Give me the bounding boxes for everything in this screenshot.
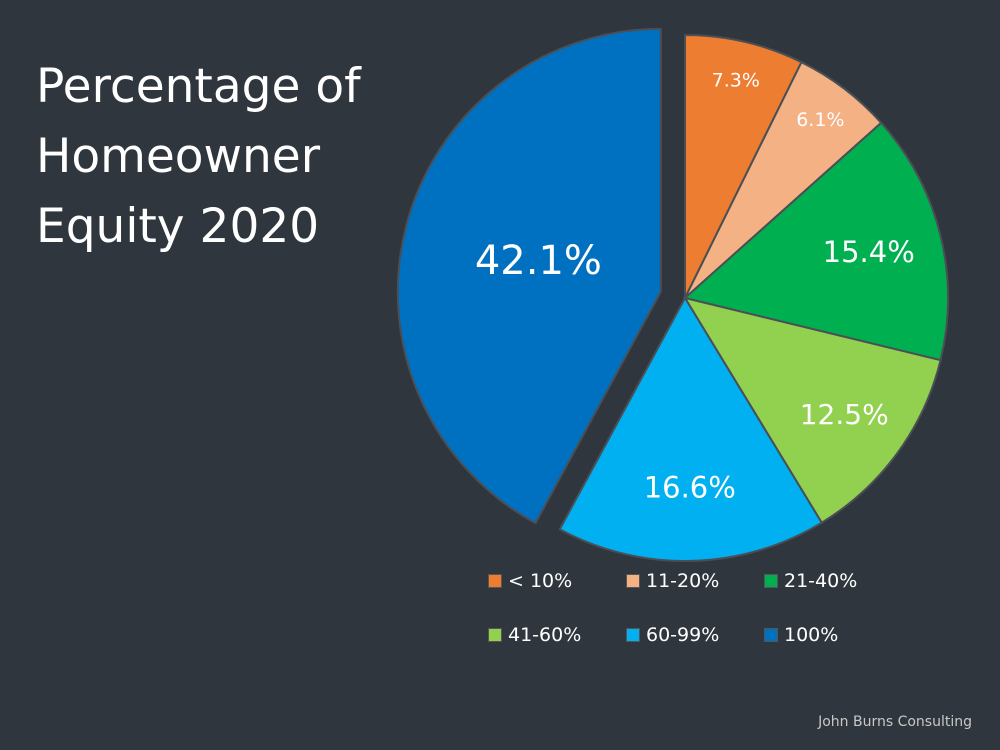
legend-label: 11-20% <box>646 570 720 592</box>
chart-title: Percentage of Homeowner Equity 2020 <box>36 59 361 254</box>
legend-swatch <box>764 628 778 642</box>
data-label: 16.6% <box>644 470 736 504</box>
legend-swatch <box>764 574 778 588</box>
legend-item: < 10% <box>488 570 572 592</box>
pie-slice-6 <box>396 27 662 525</box>
legend-item: 21-40% <box>764 570 857 592</box>
legend-label: 60-99% <box>646 624 720 646</box>
legend-swatch <box>626 628 640 642</box>
legend-label: < 10% <box>508 570 573 592</box>
legend-label: 100% <box>784 624 839 646</box>
pie-slice-5 <box>558 295 824 562</box>
data-label: 42.1% <box>475 238 602 284</box>
data-label: 15.4% <box>823 235 915 269</box>
pie-slice-1 <box>684 33 803 299</box>
source-credit: John Burns Consulting <box>818 714 972 730</box>
legend-label: 21-40% <box>784 570 858 592</box>
data-label: 6.1% <box>796 109 844 131</box>
data-label: 7.3% <box>712 69 760 91</box>
legend-swatch <box>626 574 640 588</box>
pie-slice-4 <box>682 296 942 525</box>
pie-slice-3 <box>682 121 949 362</box>
data-label: 12.5% <box>800 398 889 431</box>
legend-label: 41-60% <box>508 624 582 646</box>
legend-item: 60-99% <box>626 624 719 646</box>
legend-item: 100% <box>764 624 838 646</box>
legend-swatch <box>488 628 502 642</box>
legend-item: 11-20% <box>626 570 719 592</box>
legend-swatch <box>488 574 502 588</box>
legend-item: 41-60% <box>488 624 581 646</box>
